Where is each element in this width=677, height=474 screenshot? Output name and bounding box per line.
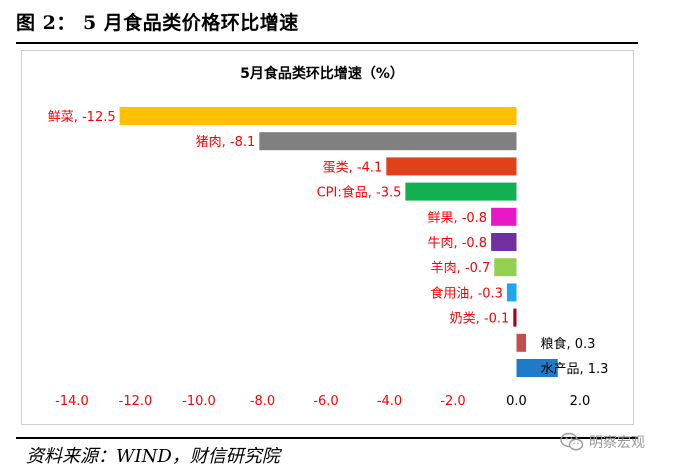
- x-tick-label-4: -8.0: [250, 394, 275, 409]
- x-tick-label-2: -12.0: [119, 394, 153, 409]
- data-label-2: 猪肉, -8.1: [196, 135, 256, 150]
- bar-7: [494, 258, 517, 277]
- data-label-5: 鲜果, -0.8: [427, 211, 487, 226]
- x-tick-label-1: -14.0: [55, 394, 89, 409]
- bar-10: [516, 333, 527, 352]
- source-note: 资料来源：WIND，财信研究院: [26, 446, 280, 467]
- data-label-6: 牛肉, -0.8: [427, 236, 487, 251]
- x-tick-label-8: 0.0: [506, 394, 527, 409]
- data-labels-layer: 鲜菜, -12.5 猪肉, -8.1 蛋类, -4.1 CPI:食品, -3.5 鲜果,…: [48, 110, 609, 377]
- data-label-11: 水产品, 1.3: [541, 362, 609, 377]
- bar-2: [259, 132, 517, 151]
- top-rule: [16, 42, 638, 44]
- data-label-1: 鲜菜, -12.5: [48, 110, 116, 125]
- x-tick-label-7: -2.0: [440, 394, 465, 409]
- x-axis-ticks: -14.0 -12.0 -10.0 -8.0 -6.0 -4.0 -2.0 0.0 2.0: [55, 394, 590, 409]
- data-label-3: 蛋类, -4.1: [323, 160, 383, 175]
- bottom-rule: [16, 437, 638, 439]
- bar-chart: 5月食品类环比增速（%） 鲜菜, -12.5 猪肉, -8.1 蛋类, -4.1 CP…: [48, 65, 609, 409]
- bars-layer: [119, 107, 558, 377]
- wechat-icon: [560, 432, 584, 451]
- bar-11: [516, 359, 558, 377]
- x-tick-label-6: -4.0: [377, 394, 402, 409]
- bar-3: [386, 157, 517, 176]
- data-label-4: CPI:食品, -3.5: [317, 185, 402, 201]
- bar-6: [491, 233, 517, 251]
- data-label-8: 食用油, -0.3: [430, 285, 503, 301]
- x-tick-label-9: 2.0: [570, 394, 591, 409]
- bar-9: [513, 308, 517, 327]
- chart-title: 5月食品类环比增速（%）: [240, 65, 404, 82]
- x-tick-label-5: -6.0: [313, 394, 338, 409]
- data-label-7: 羊肉, -0.7: [431, 260, 491, 276]
- watermark-text: 明察宏观: [589, 435, 645, 451]
- figure-title: 图 2： 5 月食品类价格环比增速: [16, 12, 299, 34]
- bar-4: [405, 182, 517, 201]
- bar-5: [491, 207, 517, 226]
- x-tick-label-3: -10.0: [182, 394, 216, 409]
- chart-frame: 5月食品类环比增速（%） 鲜菜, -12.5 猪肉, -8.1 蛋类, -4.1 CP…: [21, 50, 634, 425]
- data-label-10: 粮食, 0.3: [541, 336, 596, 352]
- bar-8: [506, 283, 517, 302]
- bar-1: [119, 107, 517, 125]
- data-label-9: 奶类, -0.1: [450, 312, 510, 327]
- watermark: 明察宏观: [560, 432, 645, 452]
